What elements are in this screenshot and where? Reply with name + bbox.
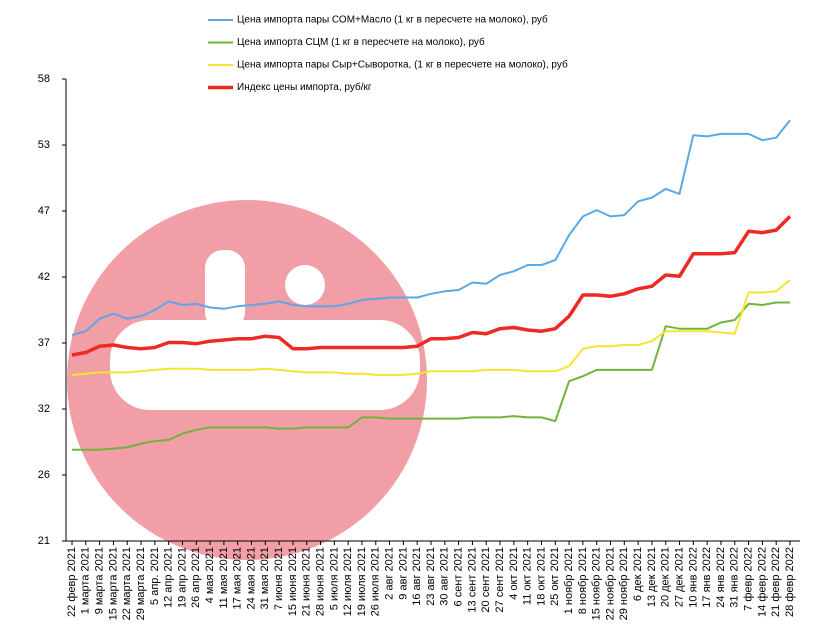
y-tick-label: 58	[38, 73, 50, 85]
legend-label: Цена импорта пары СОМ+Масло (1 кг в пере…	[237, 14, 548, 26]
watermark-shape	[205, 250, 245, 330]
axes: 21 26 32 37 42 47 53 58 22 февр 2021 1 марта 2021…	[38, 73, 800, 620]
y-tick-label: 21	[38, 535, 50, 547]
x-tick-label: 23 авг 2021	[425, 547, 437, 606]
x-tick-label: 5 июля 2021	[328, 547, 340, 610]
x-tick-label: 4 мая 2021	[204, 547, 216, 603]
x-tick-label: 7 февр 2022	[742, 547, 754, 611]
x-tick-label: 22 марта 2021	[121, 547, 133, 620]
series-line	[72, 301, 790, 451]
x-tick-label: 15 июня 2021	[287, 547, 299, 616]
legend-label: Цена импорта пары Сыр+Сыворотка, (1 кг в…	[237, 59, 568, 71]
x-tick-label: 5 апр. 2021	[149, 547, 161, 605]
watermark-shape	[110, 320, 420, 410]
y-tick-label: 53	[38, 139, 50, 151]
watermark-shape	[285, 265, 325, 305]
x-tick-label: 15 ноябр 2021	[591, 547, 603, 620]
x-tick-label: 26 апр 2021	[190, 547, 202, 608]
y-tick-label: 42	[38, 271, 50, 283]
x-tick-label: 7 июня 2021	[273, 547, 285, 610]
x-tick-label: 19 июля 2021	[356, 547, 368, 616]
x-tick-label: 21 июня 2021	[301, 547, 313, 616]
series-line	[71, 215, 792, 357]
x-tick-label: 1 ноябр 2021	[563, 547, 575, 614]
x-tick-label: 17 мая 2021	[232, 547, 244, 609]
x-tick-label: 25 окт 2021	[549, 547, 561, 606]
x-tick-label: 30 авг 2021	[439, 547, 451, 606]
watermark	[67, 200, 427, 560]
x-tick-label: 9 марта 2021	[94, 547, 106, 614]
legend-label: Цена импорта СЦМ (1 кг в пересчете на мо…	[237, 36, 485, 48]
y-tick-label: 37	[38, 337, 50, 349]
legend: Цена импорта пары СОМ+Масло (1 кг в пере…	[208, 14, 568, 93]
x-tick-label: 15 марта 2021	[107, 547, 119, 620]
x-tick-label: 29 ноябр 2021	[618, 547, 630, 620]
x-tick-label: 27 дек 2021	[673, 547, 685, 607]
y-tick-label: 47	[38, 205, 50, 217]
x-tick-label: 20 дек 2021	[660, 547, 672, 607]
x-tick-label: 21 февр 2022	[770, 547, 782, 617]
x-tick-label: 4 окт 2021	[508, 547, 520, 600]
x-tick-label: 22 февр 2021	[66, 547, 78, 617]
x-tick-label: 6 дек 2021	[632, 547, 644, 601]
x-tick-label: 11 окт 2021	[522, 547, 534, 605]
x-tick-label: 24 мая 2021	[245, 547, 257, 609]
x-tick-label: 6 сент 2021	[453, 547, 465, 606]
x-tick-label: 10 янв 2022	[687, 547, 699, 608]
x-tick-label: 31 мая 2021	[259, 547, 271, 609]
x-tick-label: 12 июля 2021	[342, 547, 354, 616]
x-tick-label: 8 ноябр 2021	[577, 547, 589, 614]
x-tick-label: 12 апр 2021	[163, 547, 175, 608]
x-tick-label: 31 янв 2022	[729, 547, 741, 608]
x-tick-label: 14 февр 2022	[756, 547, 768, 617]
x-tick-label: 9 авг 2021	[397, 547, 409, 600]
x-tick-label: 13 дек 2021	[646, 547, 658, 607]
x-tick-label: 18 окт 2021	[535, 547, 547, 606]
x-tick-label: 11 мая 2021	[218, 547, 230, 609]
x-tick-label: 16 авг 2021	[411, 547, 423, 606]
x-tick-label: 26 июля 2021	[370, 547, 382, 616]
y-tick-label: 26	[38, 469, 50, 481]
plot	[71, 119, 792, 451]
x-tick-label: 1 марта 2021	[80, 547, 92, 614]
legend-label: Индекс цены импорта, руб/кг	[237, 81, 372, 93]
x-tick-label: 28 февр 2022	[784, 547, 796, 617]
x-tick-label: 29 марта 2021	[135, 547, 147, 620]
x-tick-label: 22 ноябр 2021	[604, 547, 616, 620]
x-tick-label: 27 сент 2021	[494, 547, 506, 613]
y-tick-label: 32	[38, 403, 50, 415]
x-tick-label: 2 авг 2021	[383, 547, 395, 600]
x-tick-label: 20 сент 2021	[480, 547, 492, 613]
x-tick-label: 13 сент 2021	[466, 547, 478, 613]
series-line	[71, 279, 791, 376]
x-tick-label: 24 янв 2022	[715, 547, 727, 608]
x-tick-label: 17 янв 2022	[701, 547, 713, 608]
series-line	[71, 119, 791, 336]
x-tick-label: 19 апр 2021	[176, 547, 188, 608]
x-tick-label: 28 июня 2021	[314, 547, 326, 616]
